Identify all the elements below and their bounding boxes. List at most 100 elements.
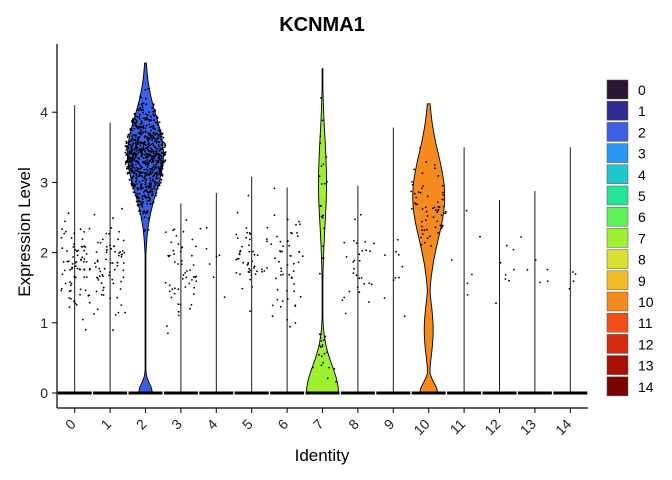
point-2 [133, 139, 135, 142]
point-10 [411, 181, 413, 183]
point-1 [108, 271, 111, 274]
point-2 [150, 173, 152, 176]
point-5 [248, 267, 251, 270]
point-2 [152, 135, 155, 138]
point-0 [76, 267, 79, 270]
point-2 [151, 192, 154, 195]
x-tick-label: 8 [345, 416, 362, 433]
point-2 [131, 181, 133, 184]
point-2 [155, 177, 158, 180]
point-2 [155, 194, 158, 197]
point-1 [114, 250, 116, 253]
point-1 [95, 251, 98, 254]
point-2 [146, 143, 149, 146]
point-11 [465, 209, 468, 212]
point-6 [286, 298, 289, 300]
point-2 [140, 130, 143, 132]
point-2 [156, 177, 159, 180]
point-2 [140, 120, 143, 123]
point-2 [132, 124, 134, 127]
point-1 [120, 256, 123, 258]
legend-swatch-14 [606, 376, 629, 397]
point-2 [131, 146, 134, 149]
point-2 [159, 180, 161, 183]
point-2 [135, 120, 138, 123]
point-10 [435, 209, 437, 212]
point-2 [149, 203, 152, 206]
point-1 [98, 267, 101, 270]
point-0 [70, 297, 72, 300]
point-2 [135, 169, 138, 172]
point-4 [205, 226, 208, 229]
point-2 [135, 143, 138, 146]
point-3 [164, 281, 167, 284]
point-6 [280, 267, 282, 270]
point-3 [182, 274, 185, 276]
point-2 [164, 144, 166, 146]
legend-label-3: 3 [638, 146, 646, 162]
point-10 [436, 201, 439, 203]
point-7 [320, 183, 323, 185]
point-1 [109, 262, 112, 264]
point-8 [363, 282, 366, 285]
point-2 [134, 183, 136, 186]
point-7 [322, 339, 325, 341]
point-7 [328, 366, 330, 369]
point-0 [82, 260, 85, 263]
point-2 [158, 149, 161, 152]
point-5 [235, 258, 238, 261]
point-1 [105, 232, 108, 235]
point-0 [74, 249, 77, 252]
point-8 [353, 259, 356, 262]
point-1 [96, 241, 99, 244]
point-6 [289, 255, 292, 257]
point-7 [335, 381, 337, 383]
chart-title: KCNMA1 [279, 14, 365, 36]
point-5 [250, 274, 253, 277]
point-9 [383, 297, 386, 299]
point-0 [70, 282, 73, 285]
point-12 [504, 273, 507, 276]
point-1 [98, 275, 101, 278]
point-3 [168, 254, 171, 257]
point-5 [236, 237, 239, 240]
point-0 [73, 243, 75, 246]
point-2 [131, 129, 134, 132]
point-6 [298, 220, 300, 223]
point-7 [322, 163, 325, 166]
point-2 [142, 124, 145, 127]
point-2 [129, 151, 132, 154]
point-2 [149, 186, 152, 189]
point-2 [137, 138, 140, 141]
point-9 [384, 254, 386, 256]
point-9 [394, 277, 397, 279]
x-tick-label: 11 [447, 416, 469, 438]
point-10 [440, 214, 443, 217]
point-2 [128, 153, 131, 156]
point-2 [142, 117, 145, 120]
point-10 [421, 220, 423, 223]
point-6 [276, 298, 279, 301]
point-8 [373, 242, 375, 245]
point-6 [294, 322, 297, 324]
point-0 [75, 303, 78, 306]
point-7 [323, 352, 326, 355]
point-7 [320, 215, 323, 218]
point-6 [286, 240, 289, 242]
point-1 [105, 245, 108, 248]
point-6 [289, 325, 291, 328]
point-2 [144, 144, 147, 147]
point-2 [131, 187, 134, 190]
point-2 [132, 133, 135, 136]
point-5 [256, 270, 258, 273]
point-0 [75, 261, 78, 263]
point-14 [574, 273, 577, 275]
point-2 [151, 188, 154, 191]
point-2 [140, 187, 143, 190]
point-10 [441, 191, 444, 194]
y-tick-label: 3 [40, 174, 48, 190]
point-2 [144, 153, 146, 156]
point-3 [173, 292, 176, 295]
point-5 [249, 278, 252, 281]
zero-points-7 [305, 391, 340, 395]
